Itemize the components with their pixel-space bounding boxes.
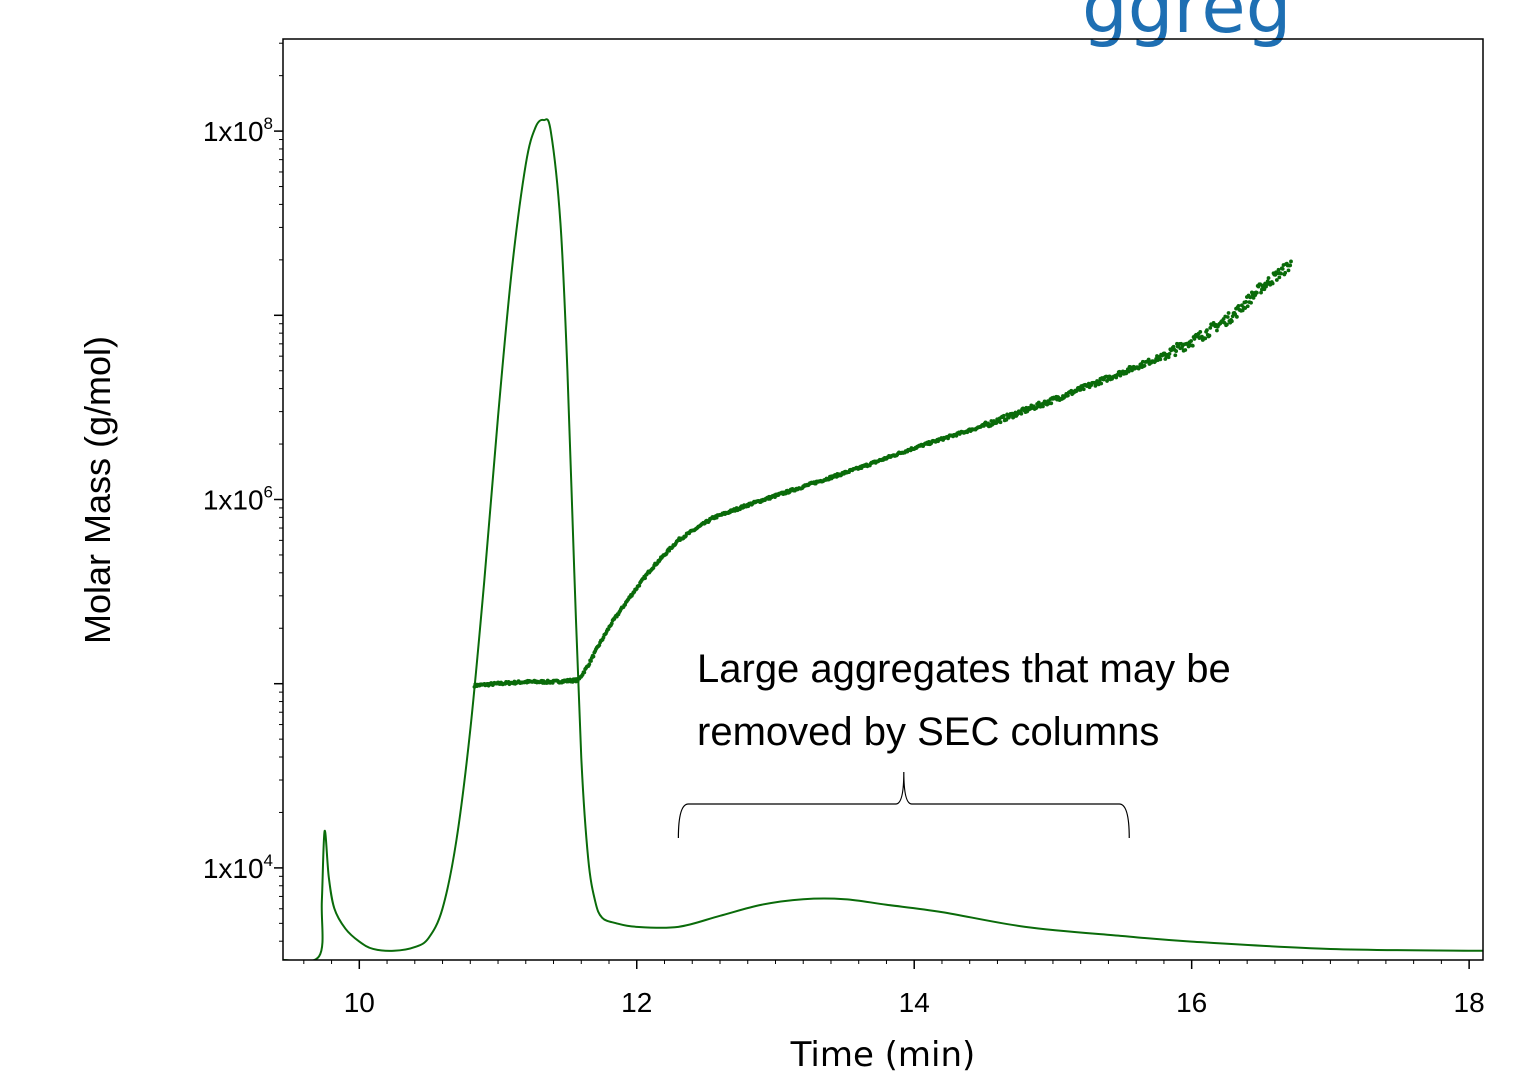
molar-mass-point [1173,353,1178,358]
molar-mass-point [609,621,614,626]
molar-mass-point [1004,418,1009,422]
molar-mass-point [1190,343,1195,348]
molar-mass-point [1001,413,1006,418]
molar-mass-point [1171,344,1176,349]
axes: 10 12 14 16 18 1x108 1x106 1x104 [203,42,1485,1018]
molar-mass-point [1198,329,1203,334]
molar-mass-point [1205,328,1209,333]
molar-mass-point [1167,352,1172,356]
x-tick-label: 10 [344,987,375,1018]
annotation-line-2: removed by SEC columns [697,710,1159,754]
molar-mass-point [1225,322,1229,327]
molar-mass-point [1240,308,1245,313]
molar-mass-point [1142,363,1147,368]
molar-mass-point [1126,369,1131,374]
molar-mass-point [587,662,592,667]
molar-mass-point [1189,339,1194,343]
molar-mass-point [1158,357,1163,362]
molar-mass-point [1207,333,1212,338]
molar-mass-point [1280,267,1285,271]
molar-mass-point [1276,267,1281,272]
molar-mass-point [1266,276,1271,280]
y-tick-label: 1x108 [203,114,273,147]
molar-mass-point [1251,295,1256,300]
molar-mass-point [1183,348,1188,352]
molar-mass-point [1163,357,1168,361]
plot-frame [282,38,1484,961]
y-tick-label: 1x104 [203,851,273,884]
molar-mass-point [1215,328,1219,333]
x-tick-label: 16 [1176,987,1207,1018]
molar-mass-point [1230,319,1234,324]
molar-mass-point [1146,357,1151,362]
molar-mass-point [667,548,672,553]
annotation: Large aggregates that may be removed by … [677,647,1231,839]
molar-mass-point [1081,387,1086,392]
molar-mass-point [1166,355,1171,360]
molar-mass-point [1245,304,1250,309]
molar-mass-point [1208,325,1213,330]
molar-mass-point [1288,263,1293,268]
molar-mass-point [1203,336,1208,341]
x-tick-label: 18 [1454,987,1485,1018]
x-axis-label: Time (min) [790,1035,976,1072]
molar-mass-point [1277,275,1282,280]
molar-mass-point [998,420,1003,425]
x-tick-label: 12 [621,987,652,1018]
molar-mass-point [1270,281,1275,286]
molar-mass-point [1099,381,1104,386]
molar-mass-point [1174,349,1179,353]
molar-mass-point [1244,299,1248,304]
annotation-bracket [677,771,1130,839]
molar-mass-point [1248,295,1253,300]
molar-mass-point [1078,387,1083,392]
y-tick-label: 1x106 [203,483,273,516]
molar-mass-point [582,670,587,675]
detector-trace-line [283,118,1483,960]
molar-mass-point [1019,411,1024,416]
series-layer [283,118,1483,960]
slide-title-fragment: ggreg [1082,0,1291,49]
molar-mass-point [1192,337,1197,341]
molar-mass-point [1234,314,1239,319]
molar-mass-point [1041,404,1045,409]
molar-mass-point [591,654,596,659]
molar-mass-point [589,659,593,663]
molar-mass-point [1254,290,1259,295]
molar-mass-point [1274,278,1279,282]
y-axis-label: Molar Mass (g/mol) [77,336,118,644]
molar-mass-points [472,259,1293,689]
molar-mass-point [1225,315,1230,319]
molar-mass-point [637,583,642,588]
molar-mass-point [1289,259,1293,264]
molar-mass-point [643,576,647,581]
molar-mass-point [1279,271,1283,276]
annotation-line-1: Large aggregates that may be [697,647,1231,691]
molar-mass-point [1236,304,1241,308]
molar-mass-point [1259,290,1263,295]
x-tick-label: 14 [899,987,930,1018]
molar-mass-point [1066,393,1070,398]
molar-mass-point [1249,300,1253,305]
molar-mass-point [1226,311,1231,315]
molar-mass-point [1283,270,1288,275]
molar-mass-point [1286,268,1291,273]
molar-mass-point [1049,401,1054,406]
